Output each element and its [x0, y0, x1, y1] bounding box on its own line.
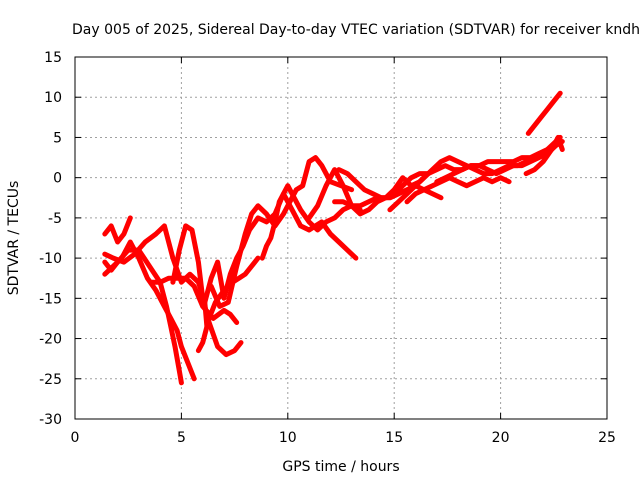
x-axis-label: GPS time / hours	[282, 459, 399, 475]
tick-layer	[74, 56, 608, 420]
grid-layer	[75, 57, 607, 419]
y-tick-label: 5	[53, 130, 62, 146]
y-tick-label: -30	[39, 412, 62, 428]
y-tick-label: 10	[44, 90, 62, 106]
x-tick-label: 15	[385, 430, 403, 446]
data-series-track-17	[525, 90, 563, 136]
x-tick-label: 20	[492, 430, 510, 446]
chart-title: Day 005 of 2025, Sidereal Day-to-day VTE…	[72, 22, 640, 38]
y-tick-label: -10	[39, 251, 62, 267]
data-series-track-5	[149, 275, 240, 325]
plot-frame	[74, 56, 608, 420]
x-tick-label: 10	[279, 430, 297, 446]
y-tick-label: -20	[39, 332, 62, 348]
data-series-track-4	[102, 215, 133, 245]
y-tick-label: 0	[53, 171, 62, 187]
data-series-track-10	[259, 183, 363, 261]
y-axis-label: SDTVAR / TECUs	[6, 181, 22, 296]
data-series-track-15	[404, 175, 512, 205]
y-tick-label: -15	[39, 291, 62, 307]
tick-label-layer: 0 5 10 15 20 25 -30 -25 -20 -15 -10 -5 0 5 10 15	[39, 50, 616, 446]
x-tick-label: 25	[598, 430, 616, 446]
data-series-track-16	[434, 139, 565, 185]
data-series-track-2	[102, 239, 197, 382]
y-tick-label: -5	[48, 211, 62, 227]
data-series-track-9	[208, 155, 355, 309]
series-layer	[102, 90, 565, 386]
x-tick-label: 0	[71, 430, 80, 446]
data-series-track-18	[523, 134, 565, 177]
x-tick-label: 5	[177, 430, 186, 446]
y-tick-label: -25	[39, 372, 62, 388]
y-tick-label: 15	[44, 50, 62, 66]
data-series-track-13	[332, 147, 550, 209]
